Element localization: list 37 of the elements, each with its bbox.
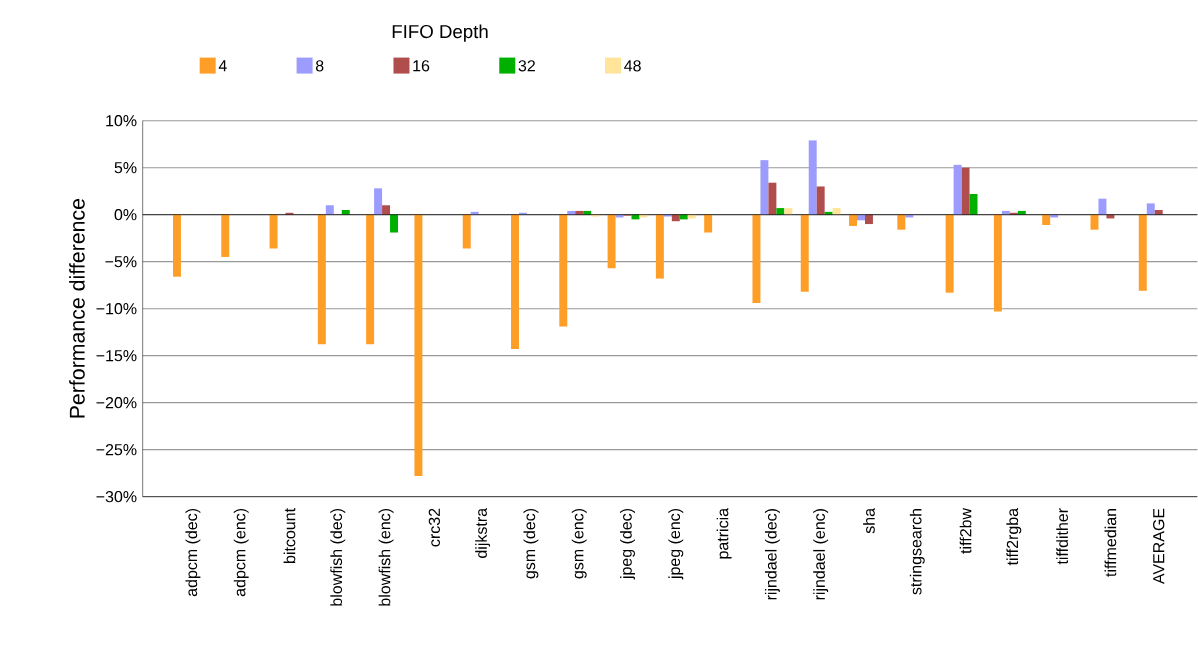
x-tick-label: crc32	[428, 508, 440, 547]
legend-label: 8	[315, 60, 324, 72]
y-tick-label: 0%	[114, 209, 137, 221]
x-tick-label: sha	[863, 507, 875, 534]
y-axis-title: Performance difference	[69, 198, 85, 418]
legend-title: FIFO Depth	[392, 24, 488, 42]
x-tick-label: adpcm (enc)	[233, 508, 249, 597]
x-tick-label: dijkstra	[475, 507, 491, 558]
x-tick-label: rijndael (enc)	[813, 508, 829, 600]
x-tick-label: gsm (dec)	[523, 508, 539, 579]
y-tick-label: −15%	[96, 350, 137, 362]
y-tick-label: 10%	[106, 115, 137, 127]
x-tick-label: stringsearch	[909, 508, 925, 595]
legend-label: 48	[624, 60, 641, 72]
legend-label: 32	[518, 60, 535, 72]
x-tick-label: blowfish (dec)	[330, 508, 346, 606]
x-tick-label: rijndael (dec)	[764, 508, 780, 600]
x-tick-label: tiffmedian	[1104, 508, 1117, 577]
y-tick-label: −10%	[96, 303, 137, 315]
x-tick-label: jpeg (enc)	[668, 508, 684, 580]
legend-label: 4	[218, 60, 227, 72]
x-tick-label: adpcm (dec)	[185, 508, 201, 597]
x-tick-label: tiffdither	[1056, 508, 1068, 565]
x-tick-label: gsm (enc)	[571, 508, 587, 579]
x-tick-label: tiff2rgba	[1006, 507, 1022, 566]
x-tick-label: AVERAGE	[1153, 508, 1165, 585]
y-tick-label: −5%	[105, 256, 137, 268]
x-tick-label: jpeg (dec)	[620, 508, 635, 580]
y-tick-label: −25%	[96, 443, 137, 456]
x-tick-label: bitcount	[283, 508, 296, 563]
x-tick-label: tiff2bw	[959, 507, 972, 554]
x-tick-label: blowfish (enc)	[378, 508, 394, 606]
y-tick-label: −30%	[96, 490, 137, 503]
y-tick-label: −20%	[96, 397, 137, 409]
x-tick-label: patricia	[716, 507, 732, 559]
legend-label: 16	[413, 60, 430, 72]
y-tick-label: 5%	[114, 162, 137, 174]
